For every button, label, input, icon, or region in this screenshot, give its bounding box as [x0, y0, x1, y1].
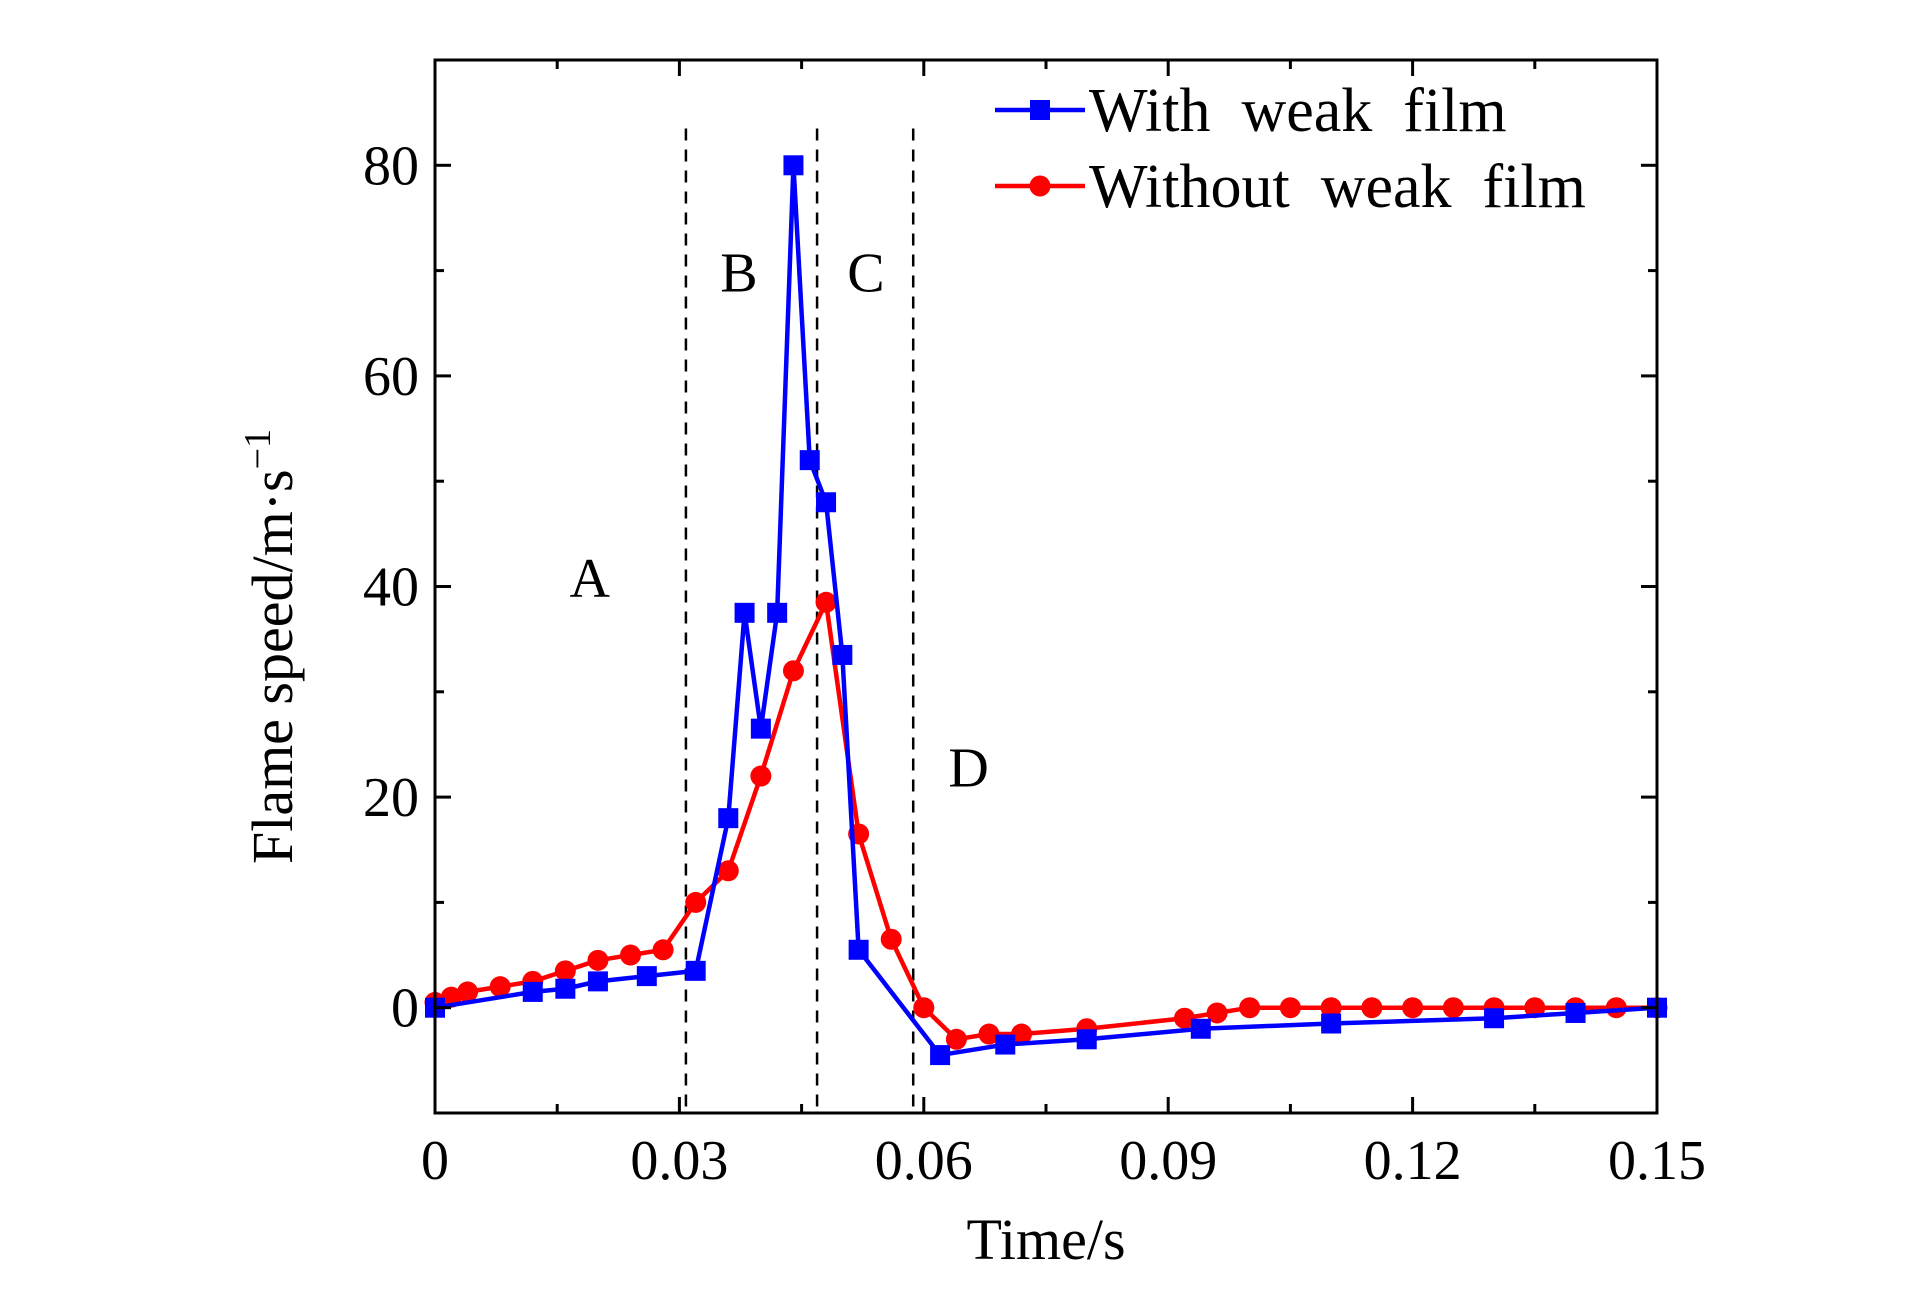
plot-series — [424, 155, 1668, 1066]
data-point — [587, 949, 609, 971]
data-point — [782, 660, 804, 682]
y-tick-label: 40 — [363, 557, 419, 619]
tick-labels: 0 0.03 0.06 0.09 0.12 0.15 0 20 40 60 80 — [363, 135, 1706, 1192]
data-point — [816, 492, 837, 513]
data-point — [930, 1045, 951, 1066]
data-point — [1565, 1002, 1586, 1023]
x-tick-label: 0.06 — [875, 1130, 973, 1192]
data-point — [1279, 997, 1301, 1019]
y-tick-label: 20 — [363, 767, 419, 829]
data-point — [717, 860, 739, 882]
axis-ticks — [433, 58, 1659, 1115]
data-point — [1076, 1029, 1097, 1050]
y-tick-label: 0 — [391, 978, 419, 1040]
data-point — [783, 155, 804, 176]
data-point — [1206, 1002, 1228, 1024]
x-tick-label: 0.03 — [630, 1130, 728, 1192]
data-point — [457, 981, 479, 1003]
data-point — [587, 971, 608, 992]
data-point — [1011, 1023, 1033, 1045]
data-point — [945, 1028, 967, 1050]
data-point — [685, 960, 706, 981]
data-point — [652, 939, 674, 961]
data-point — [718, 808, 739, 829]
legend-marker — [1030, 100, 1050, 120]
x-axis-title: Time/s — [966, 1207, 1125, 1272]
data-point — [750, 718, 771, 739]
data-point — [1173, 1007, 1195, 1029]
data-point — [1190, 1018, 1211, 1039]
y-tick-label: 60 — [363, 346, 419, 408]
data-point — [978, 1023, 1000, 1045]
data-point — [522, 981, 543, 1002]
legend-marker — [1029, 175, 1051, 197]
data-point — [1239, 997, 1261, 1019]
data-point — [1484, 1008, 1505, 1029]
x-tick-label: 0.09 — [1119, 1130, 1217, 1192]
region-label-c: C — [847, 243, 884, 305]
data-point — [685, 891, 707, 913]
data-point — [1605, 997, 1627, 1019]
data-point — [1442, 997, 1464, 1019]
legend-label: With weak film — [1089, 77, 1507, 145]
data-point — [489, 976, 511, 998]
series-line — [434, 600, 1657, 1042]
data-point — [880, 928, 902, 950]
legend-label: Without weak film — [1089, 153, 1586, 221]
data-point — [815, 591, 837, 613]
data-point — [799, 450, 820, 471]
data-point — [848, 939, 869, 960]
data-point — [832, 644, 853, 665]
series-with-weak-film — [425, 155, 1667, 1066]
data-point — [1361, 997, 1383, 1019]
data-point — [1402, 997, 1424, 1019]
data-point — [767, 602, 788, 623]
y-tick-label: 80 — [363, 135, 419, 197]
region-labels: A B C D — [570, 243, 989, 800]
region-label-b: B — [720, 243, 757, 305]
region-label-d: D — [948, 738, 988, 800]
data-point — [995, 1034, 1016, 1055]
data-point — [1524, 997, 1546, 1019]
data-point — [1320, 997, 1342, 1019]
y-axis-title-main: Flame speed/m·s — [240, 469, 305, 864]
x-tick-label: 0 — [421, 1130, 449, 1192]
x-tick-label: 0.15 — [1608, 1130, 1706, 1192]
data-point — [734, 602, 755, 623]
data-point — [620, 944, 642, 966]
data-point — [913, 997, 935, 1019]
y-axis-title: Flame speed/m·s−1 — [237, 429, 305, 864]
data-point — [636, 966, 657, 987]
region-label-a: A — [570, 548, 611, 610]
data-point — [1321, 1013, 1342, 1034]
data-point — [555, 978, 576, 999]
x-tick-label: 0.12 — [1364, 1130, 1462, 1192]
data-point — [554, 960, 576, 982]
legend: With weak film Without weak film — [995, 77, 1586, 221]
data-point — [750, 765, 772, 787]
y-axis-title-superscript: −1 — [237, 429, 279, 469]
